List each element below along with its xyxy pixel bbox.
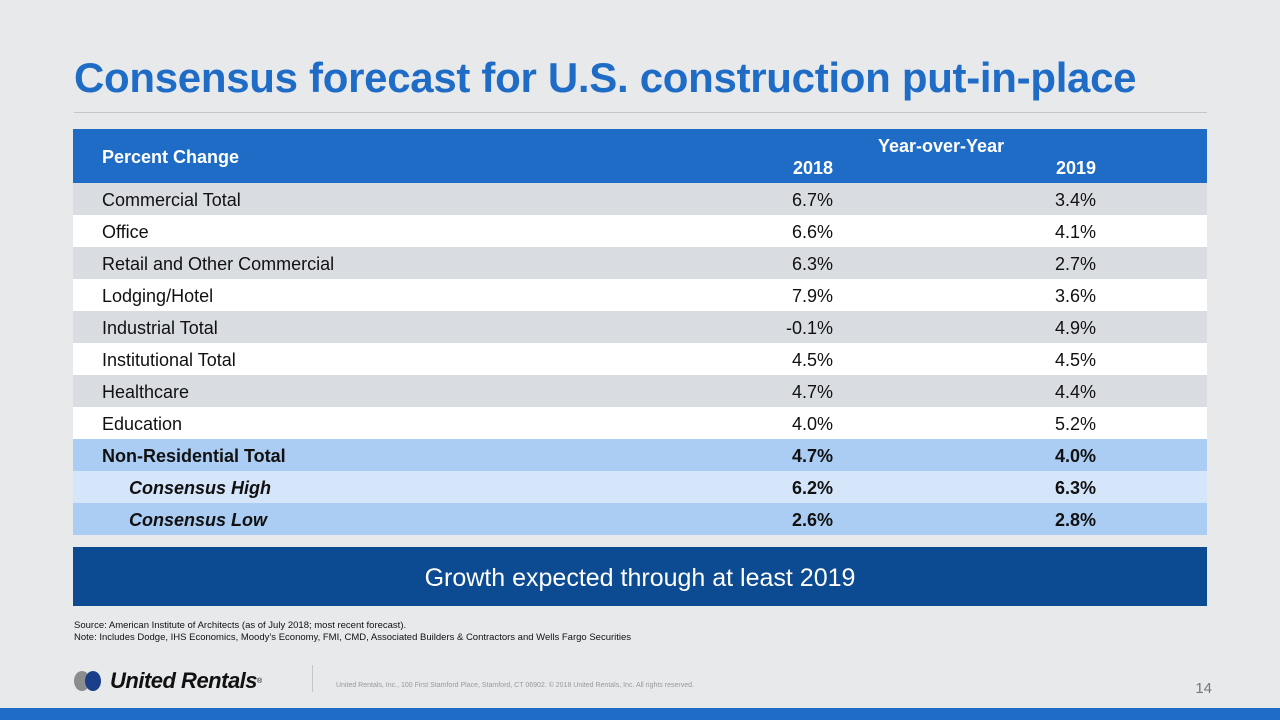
- table-row: Office 6.6% 4.1%: [73, 215, 1207, 247]
- value-2019: 4.0%: [1054, 446, 1096, 466]
- value-2019: 4.1%: [1054, 222, 1096, 242]
- row-label: Commercial Total: [102, 190, 241, 210]
- header-2018: 2018: [792, 158, 833, 178]
- title-divider: [74, 112, 1207, 113]
- logo-mark-icon: [74, 671, 104, 691]
- value-2019: 3.4%: [1054, 190, 1096, 210]
- value-2019: 6.3%: [1054, 478, 1096, 498]
- value-2019: 3.6%: [1054, 286, 1096, 306]
- value-2018: 4.5%: [791, 350, 833, 370]
- value-2018: 7.9%: [791, 286, 833, 306]
- table-row: Non-Residential Total 4.7% 4.0%: [73, 439, 1207, 471]
- page-title: Consensus forecast for U.S. construction…: [74, 54, 1137, 101]
- table-row: Education 4.0% 5.2%: [73, 407, 1207, 439]
- value-2018: 6.6%: [791, 222, 833, 242]
- united-rentals-logo: United Rentals ®: [74, 668, 262, 694]
- table-row: Commercial Total 6.7% 3.4%: [73, 183, 1207, 215]
- table-row: Institutional Total 4.5% 4.5%: [73, 343, 1207, 375]
- row-label: Healthcare: [102, 382, 190, 402]
- header-year-over-year: Year-over-Year: [878, 136, 1005, 156]
- footer-legal: United Rentals, Inc., 100 First Stamford…: [336, 682, 694, 689]
- page-number: 14: [1195, 680, 1212, 697]
- value-2019: 2.7%: [1054, 254, 1096, 274]
- value-2018: -0.1%: [785, 318, 833, 338]
- value-2019: 4.4%: [1054, 382, 1096, 402]
- header-2019: 2019: [1055, 158, 1096, 178]
- table-row: Lodging/Hotel 7.9% 3.6%: [73, 279, 1207, 311]
- value-2018: 6.2%: [791, 478, 833, 498]
- value-2018: 4.0%: [791, 414, 833, 434]
- value-2018: 2.6%: [791, 510, 833, 530]
- row-label: Retail and Other Commercial: [102, 254, 335, 274]
- table-row: Retail and Other Commercial 6.3% 2.7%: [73, 247, 1207, 279]
- value-2019: 4.9%: [1054, 318, 1096, 338]
- value-2019: 4.5%: [1054, 350, 1096, 370]
- row-label: Lodging/Hotel: [102, 286, 214, 306]
- value-2018: 4.7%: [791, 382, 833, 402]
- logo-text: United Rentals: [110, 668, 258, 693]
- value-2018: 4.7%: [791, 446, 833, 466]
- value-2019: 5.2%: [1054, 414, 1096, 434]
- table-row: Consensus High 6.2% 6.3%: [73, 471, 1207, 503]
- table-row: Healthcare 4.7% 4.4%: [73, 375, 1207, 407]
- footer-divider: [312, 665, 313, 692]
- value-2018: 6.7%: [791, 190, 833, 210]
- row-label: Office: [102, 222, 149, 242]
- growth-banner: Growth expected through at least 2019: [73, 547, 1207, 606]
- table-row: Industrial Total -0.1% 4.9%: [73, 311, 1207, 343]
- source-notes: Source: American Institute of Architects…: [74, 620, 631, 644]
- row-label: Consensus High: [129, 478, 272, 498]
- value-2019: 2.8%: [1054, 510, 1096, 530]
- forecast-table: Percent Change Year-over-Year 2018 2019 …: [73, 129, 1207, 535]
- row-label: Institutional Total: [102, 350, 236, 370]
- row-label: Industrial Total: [102, 318, 218, 338]
- note-text: Note: Includes Dodge, IHS Economics, Moo…: [74, 632, 632, 643]
- bottom-bar: [0, 708, 1280, 720]
- table-header: Percent Change Year-over-Year 2018 2019: [73, 129, 1207, 183]
- value-2018: 6.3%: [791, 254, 833, 274]
- row-label: Consensus Low: [129, 510, 268, 530]
- row-label: Education: [102, 414, 183, 434]
- table-row: Consensus Low 2.6% 2.8%: [73, 503, 1207, 535]
- source-text: Source: American Institute of Architects…: [74, 620, 407, 631]
- header-percent-change: Percent Change: [102, 147, 240, 167]
- row-label: Non-Residential Total: [102, 446, 286, 466]
